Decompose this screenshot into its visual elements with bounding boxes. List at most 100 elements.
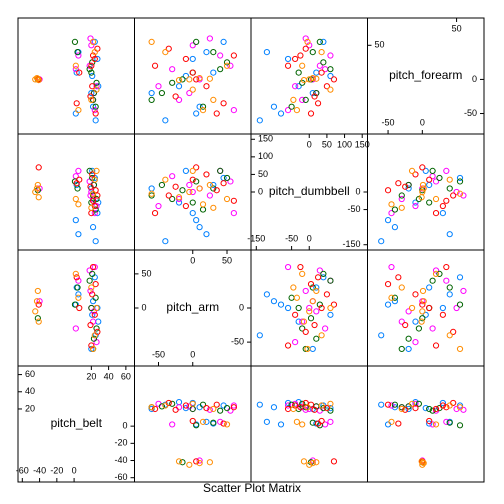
point [95, 199, 102, 206]
x-tick-label: 0 [190, 255, 195, 265]
point [284, 402, 292, 409]
point [277, 110, 285, 117]
point [89, 167, 96, 175]
point [429, 325, 436, 332]
point [456, 404, 464, 411]
point [443, 404, 450, 411]
x-tick-label: 0 [190, 349, 195, 359]
point [72, 325, 79, 332]
point [453, 405, 460, 413]
point [169, 173, 176, 180]
point [391, 298, 399, 305]
point [199, 201, 207, 208]
point [182, 402, 189, 409]
point [162, 402, 169, 409]
point [92, 238, 99, 245]
point [91, 332, 98, 339]
point [419, 308, 426, 315]
point [320, 59, 327, 66]
point [453, 188, 460, 196]
point [189, 417, 196, 425]
point [288, 294, 295, 301]
point [217, 167, 224, 175]
point [439, 202, 446, 210]
point [388, 263, 395, 271]
x-tick-label: 0 [420, 117, 425, 127]
point [313, 459, 320, 466]
point [263, 418, 270, 425]
point [88, 209, 95, 217]
point [32, 188, 39, 196]
point [456, 178, 464, 185]
point [93, 304, 100, 312]
point [172, 183, 179, 190]
panel-frame [367, 365, 485, 483]
point [311, 406, 318, 413]
point [426, 181, 433, 189]
point [415, 400, 422, 407]
point [311, 321, 318, 329]
point [206, 192, 213, 199]
point [196, 459, 203, 467]
point [429, 277, 436, 284]
point [230, 107, 237, 114]
x-tick-label: 60 [121, 371, 131, 381]
point [302, 287, 309, 295]
point [313, 287, 320, 295]
point [290, 96, 297, 103]
point [446, 176, 453, 183]
point [402, 321, 409, 329]
point [460, 192, 467, 199]
point [398, 204, 405, 211]
point [330, 301, 338, 308]
point [175, 96, 183, 103]
point [76, 304, 83, 312]
point [148, 96, 155, 103]
point [203, 49, 210, 56]
y-tick-label: 0 [122, 421, 127, 431]
point [162, 49, 169, 56]
point [313, 69, 320, 76]
point [189, 167, 196, 175]
point [169, 421, 176, 428]
point [93, 195, 100, 203]
point [384, 401, 392, 408]
point [74, 49, 81, 56]
point [398, 284, 405, 291]
point [210, 185, 217, 192]
point [300, 458, 308, 465]
point [309, 419, 316, 426]
point [193, 217, 200, 224]
point [196, 457, 203, 464]
point [220, 100, 227, 107]
point [408, 304, 416, 312]
point [88, 96, 95, 103]
point [94, 209, 101, 217]
point [398, 318, 405, 325]
point [193, 164, 200, 171]
point [86, 66, 93, 73]
diag-label: pitch_forearm [389, 68, 462, 82]
point [34, 75, 41, 82]
point [388, 418, 395, 425]
point [75, 291, 82, 298]
point [91, 202, 98, 210]
point [307, 110, 315, 117]
point [182, 55, 189, 63]
point [456, 402, 464, 409]
point [443, 167, 450, 175]
point [91, 38, 98, 45]
point [309, 298, 316, 305]
point [450, 328, 457, 335]
point [327, 277, 334, 284]
point [71, 301, 79, 308]
point [75, 277, 82, 284]
point [86, 277, 93, 284]
y-tick-label: -60 [114, 472, 127, 482]
point [284, 399, 292, 407]
point [223, 62, 231, 69]
point [210, 69, 217, 76]
point [256, 332, 263, 339]
point [193, 110, 200, 117]
